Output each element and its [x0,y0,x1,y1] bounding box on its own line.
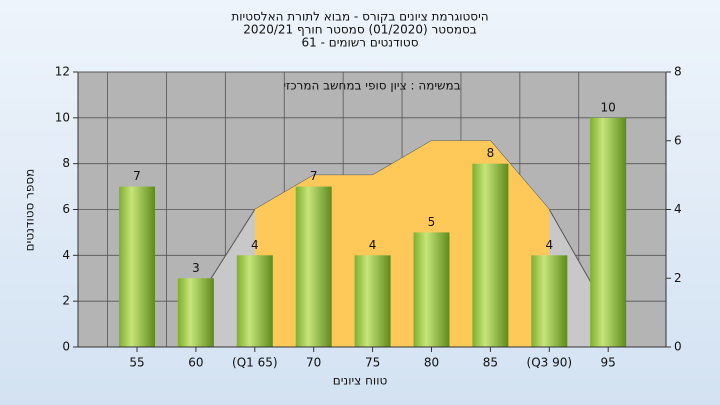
bar-value-label: 7 [310,169,318,183]
bar [236,255,273,347]
y-tick-label: 4 [62,248,70,262]
y2-tick-label: 0 [674,340,682,354]
bar-value-label: 8 [487,146,495,160]
x-tick-label: (Q1 65) [232,356,278,370]
y2-tick-label: 2 [674,271,682,285]
y-tick-label: 0 [62,340,70,354]
bar-value-label: 3 [192,261,200,275]
bar [531,255,568,347]
bar [413,232,450,347]
bar-value-label: 10 [601,100,616,114]
chart-title: סטודנטים רשומים - 61 [301,36,418,50]
x-tick-label: 60 [188,356,203,370]
x-tick-label: 55 [129,356,144,370]
chart-title: בסמסטר (01/2020) סמסטר חורף 2020/21 [243,23,476,37]
x-axis-label: טווח ציונים [333,374,388,388]
y2-tick-label: 8 [674,65,682,79]
bar-value-label: 5 [428,215,436,229]
bar-value-label: 4 [369,238,377,252]
x-tick-label: 95 [601,356,616,370]
bar [590,117,627,347]
x-tick-label: 75 [365,356,380,370]
y-tick-label: 2 [62,294,70,308]
y-tick-label: 10 [55,110,70,124]
y-tick-label: 8 [62,156,70,170]
bar [354,255,391,347]
y-tick-label: 6 [62,202,70,216]
bar [472,163,509,347]
x-tick-label: (Q3 90) [527,356,573,370]
y-axis-label: מספר סטודנטים [23,169,37,252]
bar-value-label: 7 [133,169,141,183]
chart-title: היסטוגרמת ציונים בקורס - מבוא לתורת האלס… [231,10,488,24]
x-tick-label: 70 [306,356,321,370]
bar-value-label: 4 [545,238,553,252]
bar [295,186,332,347]
y2-tick-label: 4 [674,202,682,216]
y-tick-label: 12 [55,65,70,79]
subtitle: במשימה : ציון סופי במחשב המרכזי [283,79,460,93]
x-tick-label: 80 [424,356,439,370]
bar [119,186,155,347]
y2-tick-label: 6 [674,133,682,147]
bar-value-label: 4 [251,238,259,252]
x-tick-label: 85 [483,356,498,370]
bar [177,278,214,347]
